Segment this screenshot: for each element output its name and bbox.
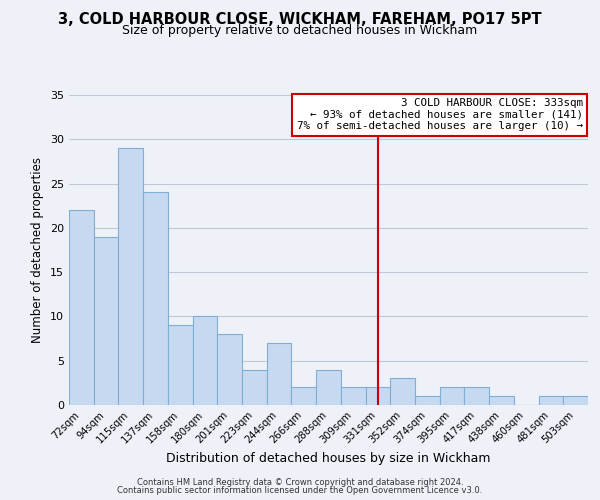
Bar xyxy=(69,210,94,405)
X-axis label: Distribution of detached houses by size in Wickham: Distribution of detached houses by size … xyxy=(166,452,491,466)
Bar xyxy=(316,370,341,405)
Bar xyxy=(489,396,514,405)
Bar xyxy=(292,388,316,405)
Bar xyxy=(193,316,217,405)
Bar xyxy=(143,192,168,405)
Bar xyxy=(242,370,267,405)
Text: Size of property relative to detached houses in Wickham: Size of property relative to detached ho… xyxy=(122,24,478,37)
Bar xyxy=(341,388,365,405)
Bar xyxy=(365,388,390,405)
Bar xyxy=(563,396,588,405)
Bar xyxy=(168,326,193,405)
Bar xyxy=(440,388,464,405)
Bar xyxy=(94,236,118,405)
Y-axis label: Number of detached properties: Number of detached properties xyxy=(31,157,44,343)
Text: Contains HM Land Registry data © Crown copyright and database right 2024.: Contains HM Land Registry data © Crown c… xyxy=(137,478,463,487)
Bar xyxy=(267,343,292,405)
Bar xyxy=(118,148,143,405)
Text: 3, COLD HARBOUR CLOSE, WICKHAM, FAREHAM, PO17 5PT: 3, COLD HARBOUR CLOSE, WICKHAM, FAREHAM,… xyxy=(58,12,542,28)
Text: Contains public sector information licensed under the Open Government Licence v3: Contains public sector information licen… xyxy=(118,486,482,495)
Text: 3 COLD HARBOUR CLOSE: 333sqm
← 93% of detached houses are smaller (141)
7% of se: 3 COLD HARBOUR CLOSE: 333sqm ← 93% of de… xyxy=(297,98,583,132)
Bar xyxy=(390,378,415,405)
Bar xyxy=(539,396,563,405)
Bar xyxy=(217,334,242,405)
Bar xyxy=(415,396,440,405)
Bar xyxy=(464,388,489,405)
